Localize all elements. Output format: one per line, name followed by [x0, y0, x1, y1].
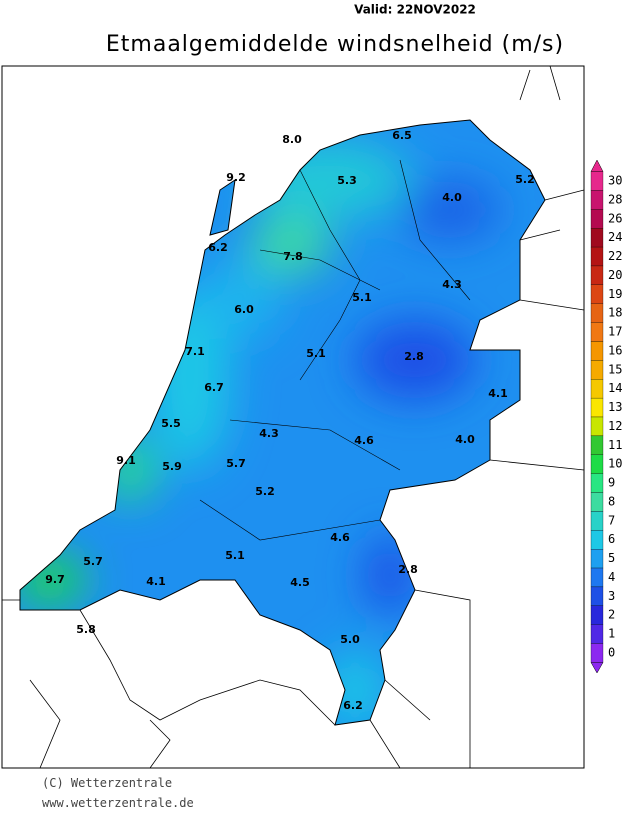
legend-swatch: [590, 586, 604, 606]
legend-label: 8: [608, 494, 615, 508]
station-value: 5.3: [337, 174, 357, 187]
legend-swatch: [590, 624, 604, 644]
legend-label: 24: [608, 230, 622, 244]
station-value: 9.2: [226, 171, 246, 184]
legend-label: 28: [608, 192, 622, 206]
station-value: 5.2: [255, 485, 275, 498]
legend-label: 26: [608, 211, 622, 225]
station-value: 5.1: [225, 549, 245, 562]
station-value: 5.7: [83, 555, 103, 568]
station-value: 4.1: [146, 575, 166, 588]
legend-label: 10: [608, 457, 622, 471]
legend-label: 15: [608, 362, 622, 376]
legend-swatch: [590, 341, 604, 361]
station-value: 6.2: [343, 699, 363, 712]
legend-label: 4: [608, 570, 615, 584]
station-value: 5.1: [306, 347, 326, 360]
station-value: 5.8: [76, 623, 96, 636]
legend-swatch: [590, 567, 604, 588]
station-value: 4.1: [488, 387, 508, 400]
legend-arrow-bottom: [590, 662, 604, 674]
legend-swatch: [590, 379, 604, 399]
legend-swatch: [590, 322, 604, 342]
legend-label: 22: [608, 249, 622, 263]
legend-label: 6: [608, 532, 615, 546]
station-value: 4.0: [442, 191, 462, 204]
valid-date: Valid: 22NOV2022: [354, 3, 476, 17]
legend-label: 30: [608, 174, 622, 188]
legend-swatch: [590, 511, 604, 531]
station-value: 5.9: [162, 460, 182, 473]
station-value: 2.8: [404, 350, 424, 363]
legend-swatch: [590, 397, 604, 418]
station-value: 9.7: [45, 573, 65, 586]
station-value: 4.0: [455, 433, 475, 446]
legend-swatch: [590, 246, 604, 267]
station-value: 5.0: [340, 633, 360, 646]
legend-label: 20: [608, 268, 622, 282]
legend-label: 1: [608, 627, 615, 641]
station-value: 6.7: [204, 381, 224, 394]
copyright: (C) Wetterzentrale: [42, 776, 172, 790]
legend-swatch: [590, 209, 604, 229]
legend-label: 3: [608, 589, 615, 603]
legend-swatch: [590, 605, 604, 625]
station-value: 5.5: [161, 417, 181, 430]
legend-label: 5: [608, 551, 615, 565]
legend-label: 17: [608, 325, 622, 339]
legend-swatch: [590, 549, 604, 569]
legend-swatch: [590, 360, 604, 380]
legend-label: 0: [608, 646, 615, 660]
legend-swatch: [590, 284, 604, 304]
legend-arrow-top: [590, 159, 604, 172]
station-value: 9.1: [116, 454, 136, 467]
legend-swatch: [590, 530, 604, 550]
url: www.wetterzentrale.de: [42, 796, 194, 810]
legend-label: 2: [608, 608, 615, 622]
station-value: 4.3: [442, 278, 462, 291]
legend-swatch: [590, 454, 604, 474]
station-value: 5.2: [515, 173, 535, 186]
station-value: 4.3: [259, 427, 279, 440]
legend-label: 11: [608, 438, 622, 452]
legend-swatch: [590, 171, 604, 191]
legend-label: 9: [608, 476, 615, 490]
legend-swatch: [590, 303, 604, 323]
legend-swatch: [590, 265, 604, 285]
station-value: 8.0: [282, 133, 302, 146]
station-value: 5.1: [352, 291, 372, 304]
borders: [2, 65, 585, 769]
legend-label: 16: [608, 343, 622, 357]
title: Etmaalgemiddelde windsnelheid (m/s): [106, 32, 564, 57]
legend-swatch: [590, 492, 604, 512]
station-value: 5.7: [226, 457, 246, 470]
legend-swatch: [590, 228, 604, 248]
legend-swatch: [590, 190, 604, 210]
station-value: 4.6: [354, 434, 374, 447]
station-value: 4.6: [330, 531, 350, 544]
legend-swatch: [590, 435, 604, 455]
station-value: 7.8: [283, 250, 303, 263]
legend-label: 14: [608, 381, 622, 395]
legend-label: 18: [608, 306, 622, 320]
legend-label: 12: [608, 419, 622, 433]
station-value: 4.5: [290, 576, 310, 589]
station-value: 6.5: [392, 129, 412, 142]
legend-swatch: [590, 416, 604, 437]
station-value: 6.0: [234, 303, 254, 316]
legend-swatch: [590, 643, 604, 663]
station-value: 7.1: [185, 345, 205, 358]
station-value: 6.2: [208, 241, 228, 254]
legend-label: 13: [608, 400, 622, 414]
legend-swatch: [590, 473, 604, 493]
legend-label: 19: [608, 287, 622, 301]
station-value: 2.8: [398, 563, 418, 576]
legend-label: 7: [608, 513, 615, 527]
